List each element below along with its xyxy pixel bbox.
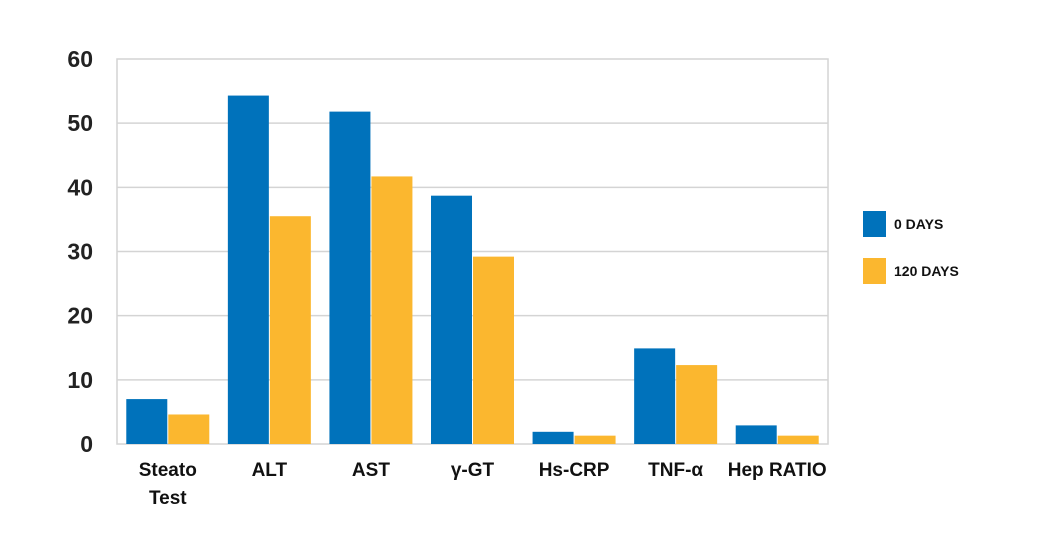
bar-series-2	[676, 365, 718, 444]
x-category-label: TNF-α	[648, 460, 703, 481]
x-axis-labels: Steato Test ALT AST γ-GT Hs-CRP TNF-α Hep RATIO	[139, 460, 827, 509]
y-tick-label: 30	[67, 239, 93, 265]
legend-label: 120 DAYS	[894, 263, 959, 279]
y-tick-label: 0	[80, 431, 93, 457]
bar-series-1	[227, 95, 269, 444]
y-tick-label: 20	[67, 303, 93, 329]
x-category-label: ALT	[252, 460, 288, 481]
legend-label: 0 DAYS	[894, 216, 943, 232]
bar-series-1	[329, 111, 371, 444]
bar-series-1	[735, 425, 777, 444]
bar-series-2	[168, 414, 210, 444]
bar-series-1	[532, 431, 574, 444]
y-axis-ticks: 0 10 20 30 40 50 60	[67, 46, 93, 457]
bar-series-2	[269, 216, 311, 444]
y-tick-label: 40	[67, 174, 93, 200]
bars	[126, 95, 819, 445]
legend-swatch	[863, 211, 886, 237]
bar-series-2	[473, 256, 514, 444]
bar-series-2	[371, 176, 413, 445]
bar-series-1	[431, 195, 472, 444]
x-category-label: Steato	[139, 460, 197, 481]
x-category-label: Test	[149, 488, 187, 509]
bar-series-1	[126, 399, 168, 444]
y-tick-label: 60	[67, 46, 93, 72]
legend-swatch	[863, 258, 886, 284]
y-tick-label: 50	[67, 110, 93, 136]
x-category-label: γ-GT	[451, 460, 495, 481]
bar-series-1	[634, 348, 676, 444]
x-category-label: AST	[352, 460, 390, 481]
x-category-label: Hep RATIO	[728, 460, 827, 481]
y-tick-label: 10	[67, 367, 93, 393]
bar-series-2	[574, 435, 616, 444]
x-category-label: Hs-CRP	[539, 460, 610, 481]
legend: 0 DAYS 120 DAYS	[863, 211, 959, 284]
bar-series-2	[777, 435, 819, 444]
